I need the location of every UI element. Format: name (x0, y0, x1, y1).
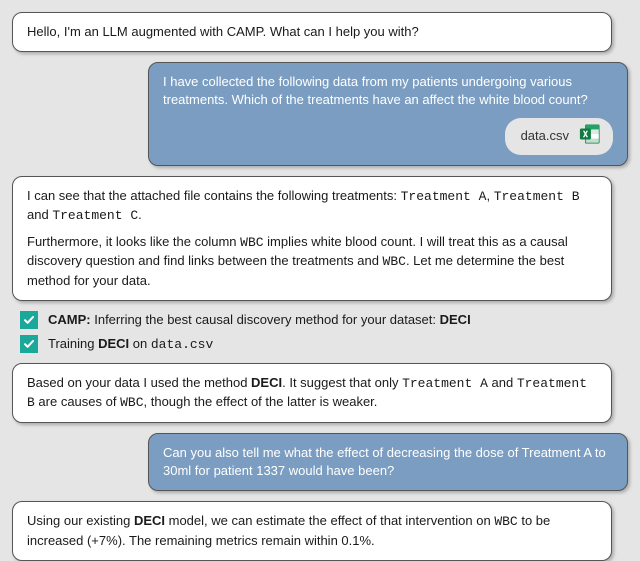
message-text: I have collected the following data from… (163, 73, 613, 109)
message-text: Hello, I'm an LLM augmented with CAMP. W… (27, 24, 419, 39)
check-icon (20, 311, 38, 329)
assistant-message: Using our existing DECI model, we can es… (12, 501, 612, 560)
check-icon (20, 335, 38, 353)
message-text: Based on your data I used the method DEC… (27, 375, 587, 409)
column-code: WBC (494, 514, 517, 529)
message-paragraph: I can see that the attached file contain… (27, 187, 597, 225)
user-message: Can you also tell me what the effect of … (148, 433, 628, 491)
user-message: I have collected the following data from… (148, 62, 628, 166)
treatment-code: Treatment A (402, 376, 488, 391)
column-code: WBC (240, 235, 263, 250)
status-line: Training DECI on data.csv (20, 335, 628, 353)
message-text: Using our existing DECI model, we can es… (27, 513, 550, 547)
assistant-message: I can see that the attached file contain… (12, 176, 612, 301)
attachment-filename: data.csv (521, 127, 569, 145)
file-attachment[interactable]: data.csv (505, 118, 613, 155)
status-text: Training DECI on data.csv (48, 336, 213, 352)
status-line: CAMP: Inferring the best causal discover… (20, 311, 628, 329)
column-code: WBC (383, 254, 406, 269)
message-paragraph: Furthermore, it looks like the column WB… (27, 233, 597, 290)
excel-icon (579, 123, 601, 150)
treatment-code: Treatment B (494, 189, 580, 204)
treatment-code: Treatment A (401, 189, 487, 204)
column-code: WBC (120, 395, 143, 410)
message-text: Can you also tell me what the effect of … (163, 445, 606, 478)
status-text: CAMP: Inferring the best causal discover… (48, 312, 471, 327)
assistant-message: Based on your data I used the method DEC… (12, 363, 612, 423)
treatment-code: Treatment C (52, 208, 138, 223)
assistant-message: Hello, I'm an LLM augmented with CAMP. W… (12, 12, 612, 52)
